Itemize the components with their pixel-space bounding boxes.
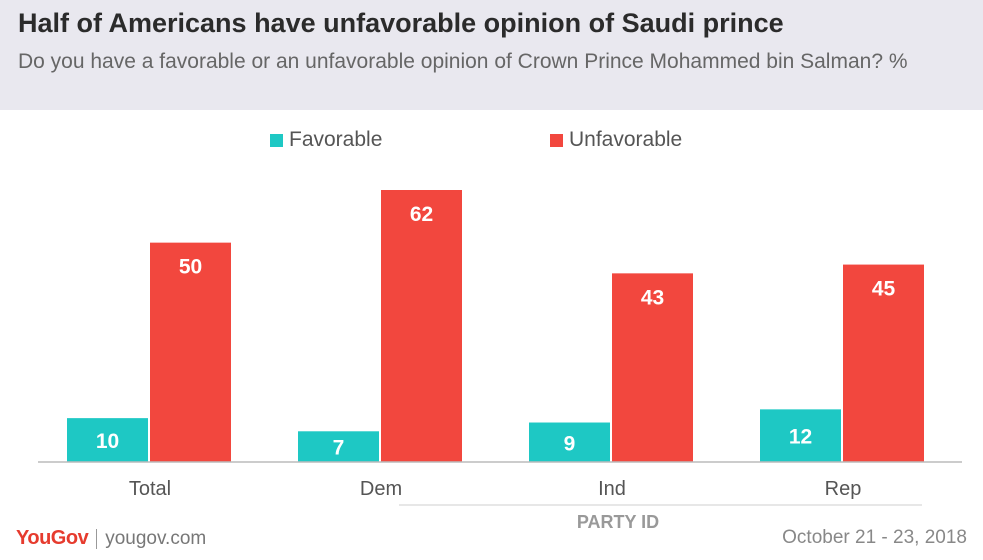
data-label-favorable-dem: 7 [333, 437, 345, 460]
chart-subtitle: Do you have a favorable or an unfavorabl… [18, 50, 908, 73]
group-label-party-id: PARTY ID [577, 512, 659, 532]
bar-unfavorable-dem [381, 190, 462, 462]
bar-favorable-dem [298, 431, 379, 462]
legend-swatch-favorable [270, 133, 283, 147]
data-label-unfavorable-ind: 43 [641, 286, 664, 309]
data-label-favorable-total: 10 [96, 430, 119, 453]
legend-label-unfavorable: Unfavorable [569, 128, 683, 151]
category-label-rep: Rep [825, 478, 862, 500]
legend-swatch-unfavorable [550, 133, 563, 147]
category-label-ind: Ind [598, 478, 626, 500]
footer-brand: YouGov yougov.com [16, 527, 206, 550]
data-label-unfavorable-dem: 62 [410, 203, 433, 226]
brand-url: yougov.com [105, 528, 207, 549]
bar-unfavorable-rep [843, 264, 924, 462]
category-label-dem: Dem [360, 478, 402, 500]
bar-favorable-ind [529, 422, 610, 462]
bar-favorable-total [67, 418, 148, 462]
data-label-favorable-ind: 9 [564, 432, 576, 455]
data-label-unfavorable-rep: 45 [872, 278, 896, 301]
survey-date: October 21 - 23, 2018 [782, 527, 967, 548]
category-label-total: Total [129, 478, 171, 500]
chart-title: Half of Americans have unfavorable opini… [18, 8, 784, 38]
bar-favorable-rep [760, 409, 841, 462]
legend-item-favorable: Favorable [270, 127, 382, 153]
bar-unfavorable-total [150, 242, 231, 462]
data-label-unfavorable-total: 50 [179, 256, 202, 279]
data-label-favorable-rep: 12 [789, 426, 812, 449]
legend-item-unfavorable: Unfavorable [550, 127, 682, 153]
legend-label-favorable: Favorable [289, 128, 383, 151]
bar-unfavorable-ind [612, 273, 693, 462]
chart-header: Half of Americans have unfavorable opini… [0, 0, 983, 110]
yougov-logo: YouGov [16, 527, 89, 549]
brand-divider [96, 528, 98, 549]
